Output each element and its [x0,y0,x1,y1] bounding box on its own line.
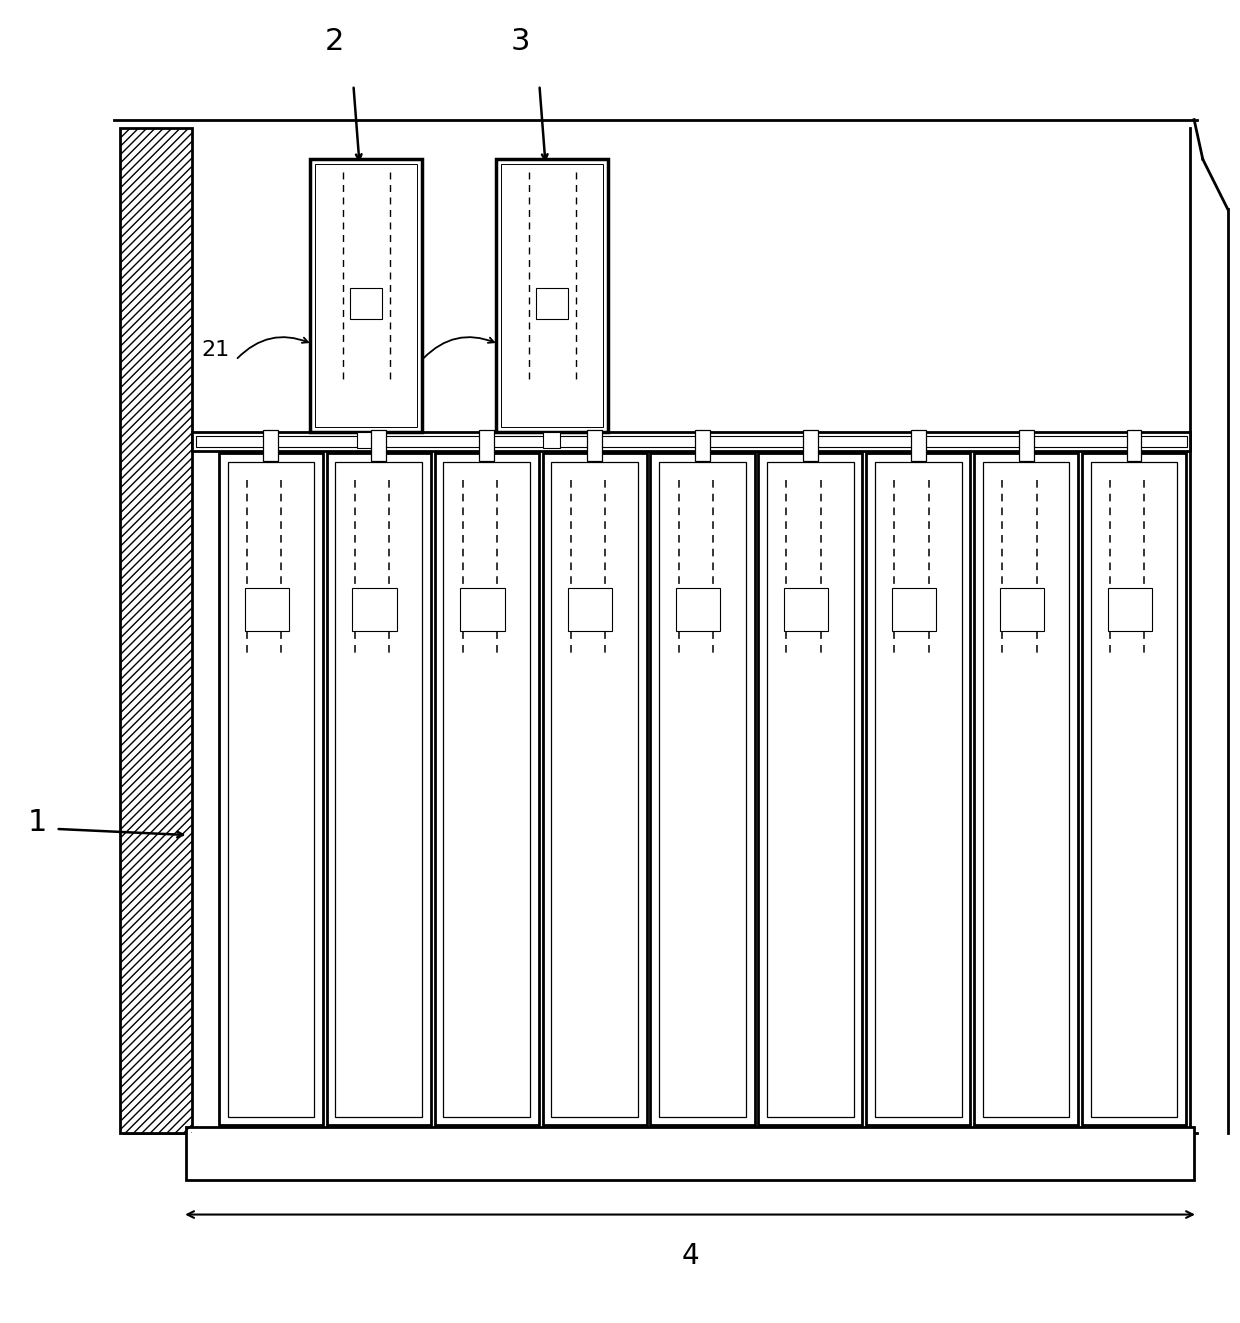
Bar [357,433,374,448]
Bar [552,462,639,1117]
Bar [196,435,1187,447]
Bar [1018,430,1034,460]
Bar [501,164,603,427]
Bar [192,433,1190,451]
Bar [766,462,853,1117]
Bar [1107,587,1152,631]
Bar [335,462,422,1117]
Bar [327,454,432,1126]
Bar [310,159,422,433]
Bar [676,587,720,631]
Bar [218,454,322,1126]
Bar [372,430,387,460]
Bar [975,454,1078,1126]
Bar [1081,454,1185,1126]
Text: 2: 2 [325,26,345,56]
Bar [1091,462,1177,1117]
Text: 3: 3 [511,26,531,56]
Bar [315,164,417,427]
Bar [543,454,647,1126]
Bar [120,128,192,1132]
Bar [350,287,382,319]
Bar [568,587,613,631]
Text: 31: 31 [387,340,415,360]
Bar [186,1126,1194,1180]
Bar [866,454,970,1126]
Bar [496,159,608,433]
Bar [543,433,560,448]
Bar [460,587,505,631]
Bar [120,128,192,1132]
Bar [228,462,314,1117]
Bar [536,287,568,319]
Bar [434,454,538,1126]
Text: 21: 21 [201,340,229,360]
Bar [875,462,962,1117]
Bar [479,430,494,460]
Bar [444,462,529,1117]
Text: 4: 4 [681,1242,699,1270]
Bar [892,587,936,631]
Bar [999,587,1044,631]
Bar [263,430,278,460]
Bar [658,462,745,1117]
Bar [802,430,817,460]
Bar [244,587,289,631]
Bar [1126,430,1141,460]
Bar [784,587,828,631]
Bar [982,462,1069,1117]
Bar [650,454,754,1126]
Bar [758,454,862,1126]
Text: 1: 1 [27,808,47,837]
Bar [588,430,603,460]
Bar [352,587,397,631]
Bar [910,430,925,460]
Bar [694,430,709,460]
